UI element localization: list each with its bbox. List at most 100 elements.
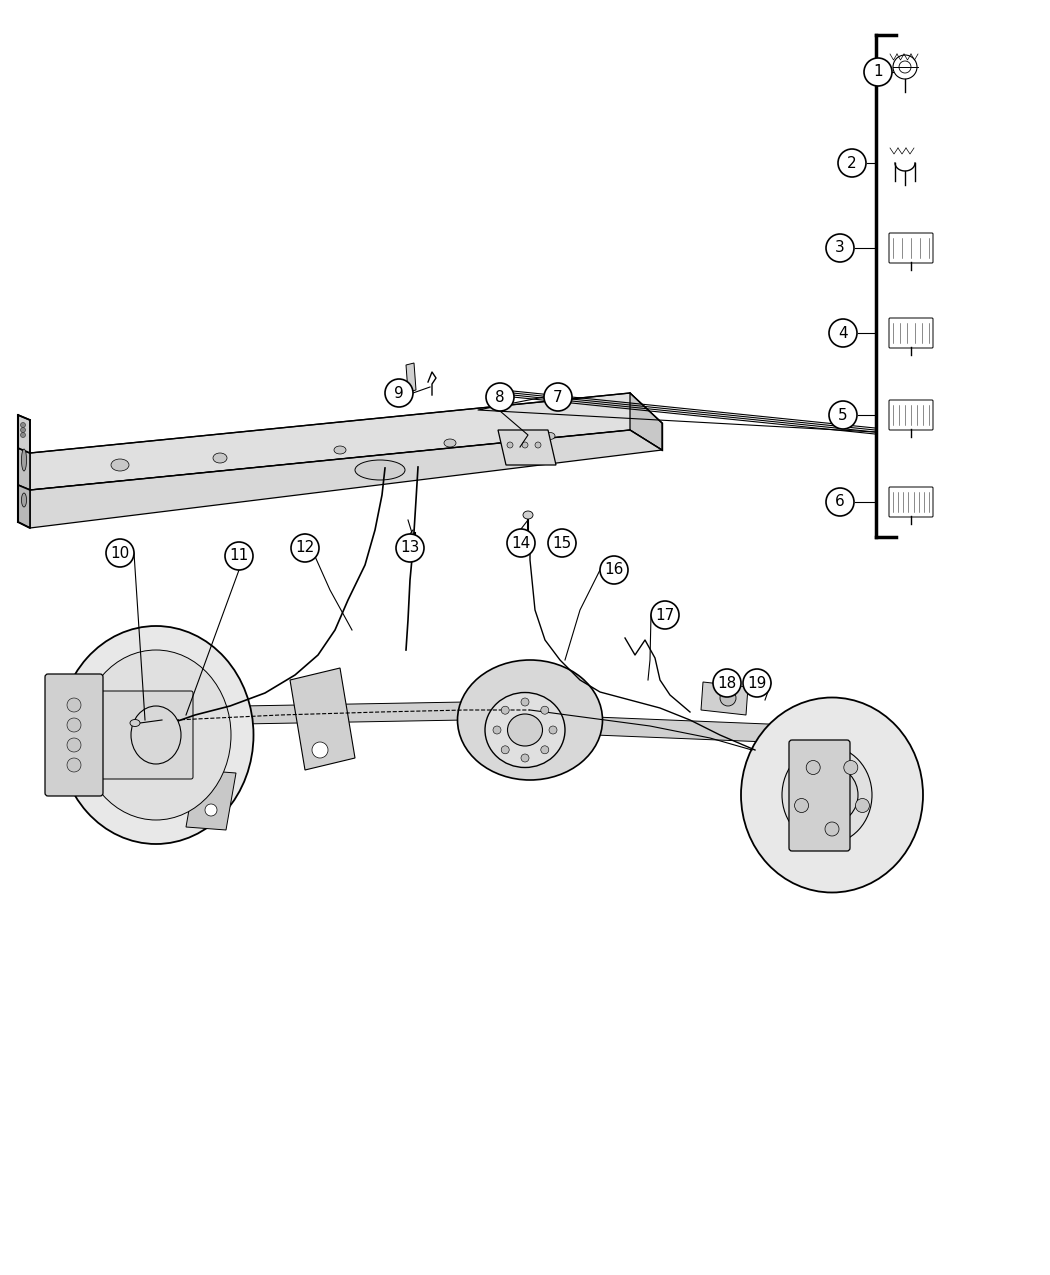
Text: 8: 8 (496, 389, 505, 404)
Circle shape (720, 690, 736, 706)
Ellipse shape (213, 453, 227, 463)
Text: 16: 16 (605, 562, 624, 578)
FancyBboxPatch shape (889, 400, 933, 430)
FancyBboxPatch shape (789, 740, 850, 850)
Circle shape (507, 442, 513, 448)
Circle shape (385, 379, 413, 407)
Circle shape (67, 759, 81, 771)
Ellipse shape (444, 439, 456, 448)
Circle shape (826, 235, 854, 261)
Text: 17: 17 (655, 607, 674, 622)
Ellipse shape (131, 706, 181, 764)
FancyBboxPatch shape (45, 674, 103, 796)
Polygon shape (18, 484, 30, 528)
Circle shape (541, 746, 549, 754)
Circle shape (521, 754, 529, 762)
Ellipse shape (545, 432, 555, 440)
Polygon shape (498, 430, 556, 465)
Ellipse shape (21, 493, 26, 507)
FancyBboxPatch shape (99, 691, 193, 779)
Text: 3: 3 (835, 241, 845, 255)
Text: 5: 5 (838, 408, 847, 422)
Circle shape (549, 725, 556, 734)
FancyBboxPatch shape (889, 487, 933, 516)
FancyBboxPatch shape (889, 317, 933, 348)
Circle shape (291, 534, 319, 562)
Polygon shape (30, 430, 662, 528)
Circle shape (536, 442, 541, 448)
Circle shape (826, 488, 854, 516)
Circle shape (501, 706, 509, 714)
Circle shape (67, 697, 81, 711)
Text: 18: 18 (717, 676, 737, 691)
Circle shape (21, 422, 25, 427)
Text: 19: 19 (748, 676, 766, 691)
Text: 12: 12 (295, 541, 315, 556)
Polygon shape (290, 668, 355, 770)
FancyBboxPatch shape (889, 233, 933, 263)
Circle shape (522, 442, 528, 448)
Circle shape (507, 529, 536, 557)
Circle shape (541, 706, 549, 714)
Polygon shape (30, 393, 662, 490)
Text: 4: 4 (838, 325, 847, 340)
Ellipse shape (130, 719, 140, 727)
Circle shape (544, 382, 572, 411)
Ellipse shape (507, 714, 543, 746)
Polygon shape (701, 682, 748, 715)
Polygon shape (406, 363, 416, 391)
Circle shape (494, 725, 501, 734)
Circle shape (106, 539, 134, 567)
Circle shape (225, 542, 253, 570)
Text: 15: 15 (552, 536, 571, 551)
Circle shape (844, 760, 858, 774)
Ellipse shape (111, 459, 129, 470)
Ellipse shape (59, 626, 253, 844)
Polygon shape (18, 414, 30, 453)
Polygon shape (186, 703, 465, 725)
Text: 13: 13 (400, 541, 420, 556)
Polygon shape (186, 770, 236, 830)
Circle shape (743, 669, 771, 697)
Ellipse shape (458, 660, 603, 780)
Ellipse shape (741, 697, 923, 892)
Circle shape (501, 746, 509, 754)
Circle shape (521, 697, 529, 706)
Circle shape (825, 822, 839, 836)
Circle shape (486, 382, 514, 411)
Polygon shape (630, 393, 662, 450)
Text: 9: 9 (394, 385, 404, 400)
Circle shape (21, 432, 25, 437)
Circle shape (312, 742, 328, 759)
Text: 10: 10 (110, 546, 129, 561)
Circle shape (830, 319, 857, 347)
Text: 11: 11 (229, 548, 249, 564)
Circle shape (548, 529, 576, 557)
Circle shape (856, 798, 869, 812)
Ellipse shape (21, 449, 26, 470)
Ellipse shape (81, 650, 231, 820)
Circle shape (67, 718, 81, 732)
Ellipse shape (355, 460, 405, 479)
Circle shape (795, 798, 808, 812)
Ellipse shape (782, 746, 872, 844)
Ellipse shape (485, 692, 565, 768)
Text: 14: 14 (511, 536, 530, 551)
Circle shape (396, 534, 424, 562)
Circle shape (838, 149, 866, 177)
Circle shape (600, 556, 628, 584)
Text: 7: 7 (553, 389, 563, 404)
Text: 2: 2 (847, 156, 857, 171)
Circle shape (67, 738, 81, 752)
Circle shape (806, 760, 820, 774)
Circle shape (21, 427, 25, 432)
Ellipse shape (523, 511, 533, 519)
Polygon shape (18, 448, 30, 490)
Text: 1: 1 (874, 65, 883, 79)
Circle shape (713, 669, 741, 697)
Circle shape (864, 57, 892, 85)
Text: 6: 6 (835, 495, 845, 510)
Ellipse shape (334, 446, 346, 454)
Circle shape (205, 805, 217, 816)
Circle shape (830, 402, 857, 428)
